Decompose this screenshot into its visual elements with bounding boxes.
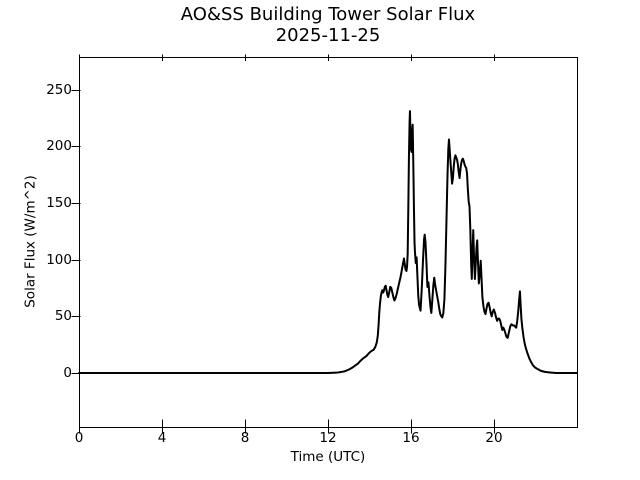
- x-tick-label: 0: [74, 430, 84, 446]
- x-axis-label: Time (UTC): [290, 449, 366, 465]
- y-tick-label: 200: [46, 138, 72, 155]
- x-tick-label: 20: [485, 430, 503, 446]
- chart-title: AO&SS Building Tower Solar Flux: [180, 4, 476, 25]
- y-tick-label: 50: [54, 308, 72, 325]
- x-tick-label: 8: [240, 430, 250, 446]
- y-tick-label: 100: [46, 251, 72, 268]
- solar-flux-line: [78, 110, 578, 375]
- x-tick-label: 4: [157, 430, 167, 446]
- y-tick-label: 250: [46, 81, 72, 98]
- x-tick-label: 16: [402, 430, 420, 446]
- chart-subtitle: 2025-11-25: [275, 25, 381, 46]
- x-tick-label: 12: [319, 430, 337, 446]
- y-tick-label: 150: [46, 194, 72, 211]
- y-tick-label: 0: [63, 365, 72, 382]
